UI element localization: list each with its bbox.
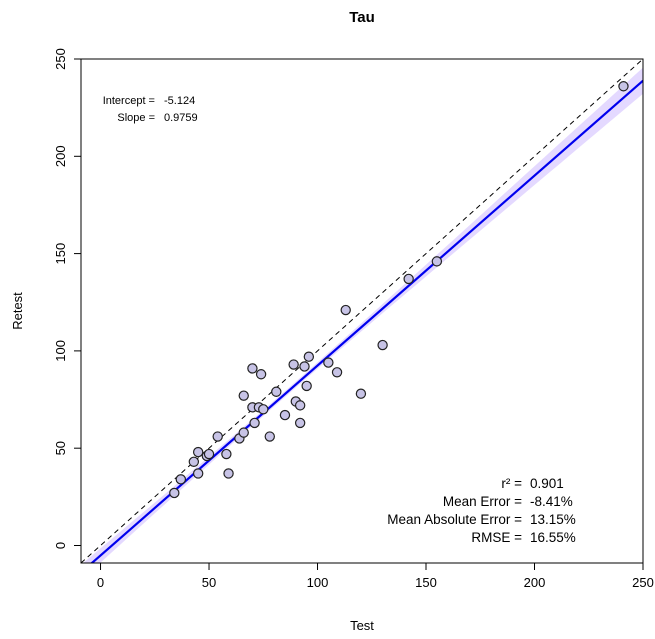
data-point: [264, 431, 275, 442]
x-tick-label: 150: [415, 575, 437, 590]
x-tick-label: 200: [524, 575, 546, 590]
data-point: [192, 446, 204, 458]
stat-label: Intercept =: [103, 95, 155, 107]
data-point: [299, 361, 310, 372]
data-point: [618, 81, 629, 92]
stat-label: RMSE =: [471, 530, 522, 545]
data-point: [303, 351, 315, 362]
data-point: [294, 417, 306, 429]
data-point: [301, 380, 312, 392]
stat-value: 0.9759: [164, 112, 198, 124]
data-point: [238, 427, 249, 438]
data-point: [431, 256, 443, 267]
stat-label: Mean Absolute Error =: [387, 512, 522, 527]
data-point: [340, 304, 351, 316]
x-tick-label: 50: [202, 575, 216, 590]
data-point: [279, 409, 291, 421]
chart-title: Tau: [349, 9, 375, 26]
stat-label: r² =: [501, 476, 522, 491]
stat-value: 16.55%: [530, 530, 576, 545]
data-point: [355, 388, 367, 399]
plot-frame: [80, 58, 644, 564]
data-point: [247, 363, 258, 374]
stat-value: -5.124: [164, 95, 195, 107]
stat-value: 0.901: [530, 476, 564, 491]
data-point: [175, 474, 187, 485]
data-point: [377, 339, 388, 351]
data-point: [249, 417, 260, 429]
x-tick-label: 100: [307, 575, 329, 590]
stat-value: 13.15%: [530, 512, 576, 527]
y-axis-label: Retest: [10, 292, 25, 330]
data-point: [255, 369, 267, 380]
data-point: [192, 468, 204, 479]
y-tick-label: 200: [53, 145, 68, 167]
stats-bottom-box: r² = 0.901 Mean Error = -8.41% Mean Absolute…: [387, 476, 576, 545]
y-tick-label: 150: [53, 243, 68, 265]
data-point: [403, 273, 414, 285]
data-point: [223, 468, 234, 479]
stat-label: Slope =: [117, 112, 155, 124]
x-tick-label: 0: [97, 575, 104, 590]
y-tick-label: 250: [53, 48, 68, 70]
x-axis-label: Test: [350, 618, 374, 633]
data-point: [258, 404, 269, 415]
plot-area: [81, 59, 643, 563]
y-tick-label: 50: [53, 441, 68, 455]
axes: 0 50 100 150 200 250 0 50 100 150 200 250: [53, 48, 654, 590]
data-point: [294, 400, 306, 411]
data-point: [238, 390, 249, 401]
data-point: [221, 448, 232, 460]
stat-label: Mean Error =: [443, 494, 522, 509]
y-tick-label: 100: [53, 340, 68, 362]
data-point: [331, 367, 343, 378]
y-tick-label: 0: [53, 542, 68, 549]
data-point: [203, 448, 215, 460]
data-point: [288, 359, 299, 370]
x-tick-label: 250: [632, 575, 654, 590]
data-point: [212, 431, 223, 442]
data-point: [188, 456, 200, 468]
data-point: [169, 487, 180, 499]
data-point: [271, 386, 282, 397]
stat-value: -8.41%: [530, 494, 573, 509]
data-point: [323, 357, 334, 368]
stats-top-box: Intercept = -5.124 Slope = 0.9759: [103, 95, 198, 124]
